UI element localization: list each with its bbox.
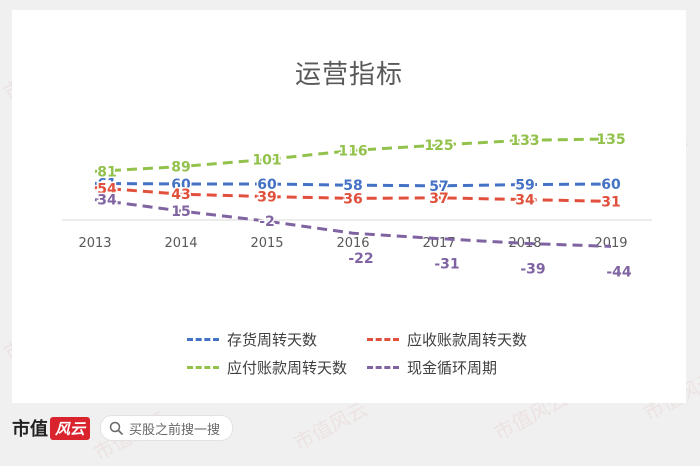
data-label: 101: [252, 152, 281, 168]
brand-logo-badge: 风云: [50, 416, 91, 440]
data-label: 116: [338, 143, 367, 159]
series-line: [94, 186, 612, 203]
x-tick-label: 2016: [336, 236, 369, 251]
chart-card: 运营指标 2013 2014 2015 2016 2017 2018 2019 61 60 60 5…: [12, 10, 686, 403]
chart-legend: 存货周转天数 应收账款周转天数 应付账款周转天数 现金循环周期: [12, 326, 686, 386]
legend-label: 应收账款周转天数: [407, 330, 528, 349]
data-label: 60: [601, 177, 621, 193]
data-label: 15: [171, 204, 190, 220]
data-label: 60: [171, 177, 191, 193]
data-label: -31: [434, 257, 459, 273]
data-label: 60: [257, 177, 277, 193]
brand-logo-text: 市值: [12, 419, 48, 440]
x-tick-label: 2014: [164, 236, 197, 251]
series-line: [94, 181, 612, 188]
data-label: 34: [515, 193, 535, 209]
data-label: 125: [424, 138, 453, 154]
data-label: 59: [515, 178, 534, 194]
data-label: -22: [348, 251, 373, 267]
series-line: [94, 137, 612, 173]
data-label: 34: [97, 193, 117, 209]
data-label: -39: [520, 261, 545, 277]
legend-swatch: [367, 337, 399, 341]
data-label: 31: [601, 194, 620, 210]
data-label: 133: [510, 133, 539, 149]
legend-label: 现金循环周期: [407, 358, 498, 377]
data-label: -2: [259, 214, 275, 230]
x-tick-label: 2019: [594, 236, 627, 251]
x-tick-label: 2015: [250, 236, 283, 251]
data-label: 37: [429, 191, 448, 207]
footer-bar: 市值 风云 买股之前搜一搜: [12, 412, 234, 444]
data-label: 43: [171, 187, 190, 203]
search-box[interactable]: 买股之前搜一搜: [100, 415, 234, 441]
series-line: [94, 198, 612, 248]
search-icon: [109, 421, 123, 435]
data-label: 36: [343, 191, 362, 207]
legend-item-cash-cycle: 现金循环周期: [367, 357, 497, 377]
data-label: 135: [596, 132, 625, 148]
search-placeholder: 买股之前搜一搜: [129, 422, 221, 438]
legend-item-receivable-days: 应收账款周转天数: [367, 329, 527, 349]
legend-item-inventory-days: 存货周转天数: [187, 329, 317, 349]
data-label: 89: [171, 160, 190, 176]
legend-item-payable-days: 应付账款周转天数: [187, 357, 347, 377]
x-tick-label: 2013: [78, 236, 111, 251]
chart-title: 运营指标: [294, 60, 403, 90]
data-label: -44: [606, 264, 632, 280]
data-label: 81: [97, 164, 116, 180]
legend-swatch: [367, 365, 399, 369]
data-label: 58: [343, 178, 362, 194]
data-label: 54: [97, 182, 117, 198]
legend-swatch: [187, 337, 219, 341]
data-label: 57: [429, 179, 448, 195]
legend-label: 应付账款周转天数: [227, 358, 348, 377]
legend-label: 存货周转天数: [227, 330, 318, 349]
data-label: 39: [257, 190, 276, 206]
legend-swatch: [187, 365, 219, 369]
